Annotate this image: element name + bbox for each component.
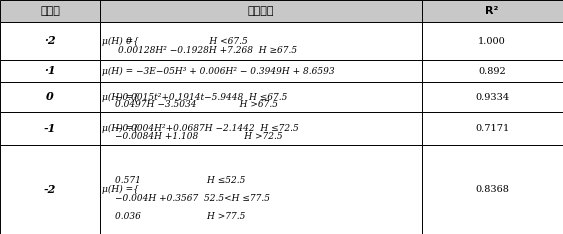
Bar [100,60,422,82]
Text: μ(H) ={: μ(H) ={ [102,124,139,133]
Bar [422,22,563,60]
Text: 0.0497H −3.5034               H >67.5: 0.0497H −3.5034 H >67.5 [115,100,278,109]
Text: ·1: ·1 [44,66,56,77]
Text: μ(H) ={: μ(H) ={ [102,185,139,194]
Bar [0,145,100,234]
Text: 0.892: 0.892 [478,66,506,76]
Text: −0.004H +0.3567  52.5<H ≤77.5: −0.004H +0.3567 52.5<H ≤77.5 [115,194,270,203]
Bar [422,112,563,145]
Text: μ(H) = −3E−05H³ + 0.006H² − 0.3949H + 8.6593: μ(H) = −3E−05H³ + 0.006H² − 0.3949H + 8.… [102,66,334,76]
Bar [100,0,422,22]
Bar [100,22,422,60]
Bar [100,145,422,234]
Bar [100,82,422,112]
Text: 0: 0 [46,91,54,102]
Bar [422,0,563,22]
Bar [0,82,100,112]
Text: 0                           H <67.5: 0 H <67.5 [126,37,248,45]
Text: 评价量: 评价量 [40,6,60,16]
Bar [100,112,422,145]
Text: 0.571                       H ≤52.5: 0.571 H ≤52.5 [115,176,245,185]
Text: μ(H) ={: μ(H) ={ [102,37,139,46]
Text: 1.000: 1.000 [478,37,506,45]
Bar [0,112,100,145]
Bar [0,22,100,60]
Bar [422,145,563,234]
Bar [0,60,100,82]
Text: -2: -2 [44,184,56,195]
Bar [0,0,100,22]
Text: 0.00128H² −0.1928H +7.268  H ≥67.5: 0.00128H² −0.1928H +7.268 H ≥67.5 [118,46,297,55]
Text: 0.7171: 0.7171 [475,124,509,133]
Text: −0.0004H²+0.0687H −2.1442  H ≤72.5: −0.0004H²+0.0687H −2.1442 H ≤72.5 [115,124,299,133]
Text: -1: -1 [44,123,56,134]
Text: R²: R² [485,6,499,16]
Text: −0.0084H +1.108                H >72.5: −0.0084H +1.108 H >72.5 [115,132,283,141]
Bar [422,82,563,112]
Bar [422,60,563,82]
Text: 隶属函数: 隶属函数 [248,6,274,16]
Text: ·2: ·2 [44,36,56,47]
Text: 0.9334: 0.9334 [475,92,509,102]
Text: μ(H) ={: μ(H) ={ [102,92,139,102]
Text: 0.036                       H >77.5: 0.036 H >77.5 [115,212,245,221]
Text: −0.0015t²+0.1914t−5.9448  H ≤67.5: −0.0015t²+0.1914t−5.9448 H ≤67.5 [115,92,287,102]
Text: 0.8368: 0.8368 [475,185,509,194]
